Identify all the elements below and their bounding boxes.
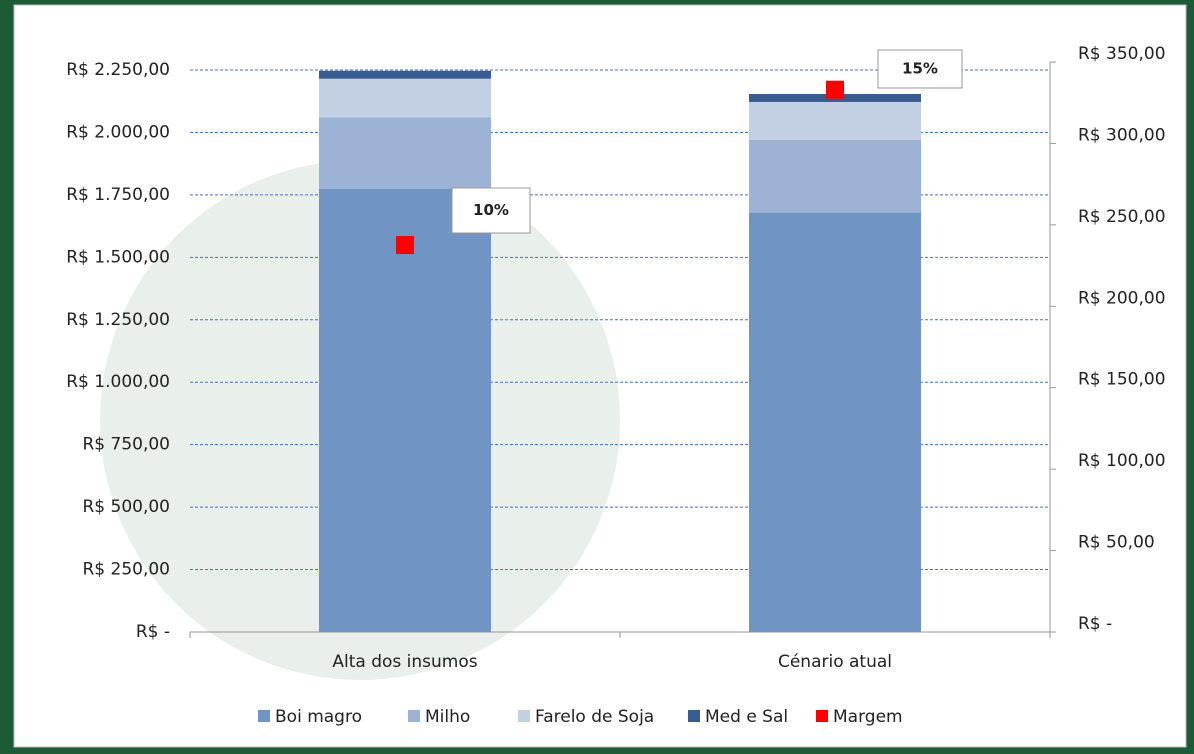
y-tick-label: R$ 2.000,00 bbox=[66, 122, 170, 142]
margin-marker bbox=[826, 80, 844, 99]
y-tick-label: R$ 1.000,00 bbox=[66, 372, 170, 392]
y-tick-label: R$ 250,00 bbox=[82, 560, 170, 580]
annotation-box bbox=[877, 49, 963, 89]
y2-tick-label: R$ 300,00 bbox=[1078, 125, 1166, 145]
y-tick-label: R$ 750,00 bbox=[82, 435, 170, 455]
y2-tick-label: R$ 350,00 bbox=[1078, 44, 1166, 64]
y2-tick-label: R$ 100,00 bbox=[1078, 451, 1166, 471]
legend-label: Farelo de Soja bbox=[535, 707, 654, 727]
bar-segment bbox=[749, 212, 921, 632]
bar-segment bbox=[319, 78, 491, 118]
bar-segment bbox=[319, 188, 491, 632]
annotation: 15% bbox=[902, 60, 938, 78]
y-tick-label: R$ - bbox=[136, 622, 170, 642]
legend-swatch bbox=[408, 710, 420, 722]
y-tick-label: R$ 1.250,00 bbox=[66, 310, 170, 330]
y-tick-label: R$ 1.500,00 bbox=[66, 247, 170, 267]
x-tick-label: Cénario atual bbox=[778, 652, 892, 672]
annotation: 10% bbox=[473, 201, 509, 219]
legend-label: Milho bbox=[425, 707, 470, 727]
bar-segment bbox=[749, 101, 921, 140]
bar-segment bbox=[749, 139, 921, 213]
y-tick-label: R$ 500,00 bbox=[82, 497, 170, 517]
y2-tick-label: R$ - bbox=[1078, 614, 1112, 634]
legend-swatch bbox=[688, 710, 700, 722]
legend-swatch bbox=[816, 710, 828, 722]
y-tick-label: R$ 1.750,00 bbox=[66, 185, 170, 205]
chart-panel bbox=[13, 4, 1187, 748]
y2-tick-label: R$ 150,00 bbox=[1078, 370, 1166, 390]
y-tick-label: R$ 2.250,00 bbox=[66, 60, 170, 80]
x-tick-label: Alta dos insumos bbox=[332, 652, 477, 672]
bar-segment bbox=[319, 70, 491, 79]
legend-label: Margem bbox=[833, 707, 903, 727]
margin-marker bbox=[396, 236, 414, 255]
legend-swatch bbox=[518, 710, 530, 722]
y2-tick-label: R$ 50,00 bbox=[1078, 533, 1155, 553]
legend-swatch bbox=[258, 710, 270, 722]
y2-tick-label: R$ 250,00 bbox=[1078, 207, 1166, 227]
y2-tick-label: R$ 200,00 bbox=[1078, 288, 1166, 308]
legend-label: Boi magro bbox=[275, 707, 362, 727]
legend-label: Med e Sal bbox=[705, 707, 788, 727]
bar-segment bbox=[319, 117, 491, 189]
annotation-box bbox=[451, 187, 531, 234]
